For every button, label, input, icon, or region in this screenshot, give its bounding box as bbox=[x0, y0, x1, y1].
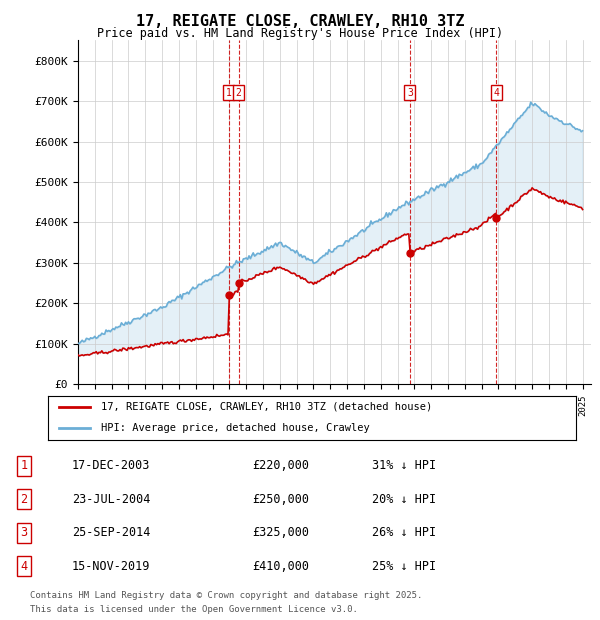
Text: 25% ↓ HPI: 25% ↓ HPI bbox=[372, 560, 436, 573]
Text: 1: 1 bbox=[20, 459, 28, 472]
Text: 17-DEC-2003: 17-DEC-2003 bbox=[72, 459, 151, 472]
Text: 17, REIGATE CLOSE, CRAWLEY, RH10 3TZ (detached house): 17, REIGATE CLOSE, CRAWLEY, RH10 3TZ (de… bbox=[101, 402, 432, 412]
Text: This data is licensed under the Open Government Licence v3.0.: This data is licensed under the Open Gov… bbox=[30, 604, 358, 614]
Text: Contains HM Land Registry data © Crown copyright and database right 2025.: Contains HM Land Registry data © Crown c… bbox=[30, 591, 422, 600]
Text: 15-NOV-2019: 15-NOV-2019 bbox=[72, 560, 151, 573]
Text: 1: 1 bbox=[226, 88, 232, 98]
Text: Price paid vs. HM Land Registry's House Price Index (HPI): Price paid vs. HM Land Registry's House … bbox=[97, 27, 503, 40]
Text: £250,000: £250,000 bbox=[252, 493, 309, 506]
Text: 4: 4 bbox=[20, 560, 28, 573]
Text: 26% ↓ HPI: 26% ↓ HPI bbox=[372, 526, 436, 539]
Text: £410,000: £410,000 bbox=[252, 560, 309, 573]
Text: £325,000: £325,000 bbox=[252, 526, 309, 539]
Text: 17, REIGATE CLOSE, CRAWLEY, RH10 3TZ: 17, REIGATE CLOSE, CRAWLEY, RH10 3TZ bbox=[136, 14, 464, 29]
Text: 4: 4 bbox=[493, 88, 499, 98]
Text: 2: 2 bbox=[236, 88, 242, 98]
Text: £220,000: £220,000 bbox=[252, 459, 309, 472]
Text: 3: 3 bbox=[407, 88, 413, 98]
Text: 3: 3 bbox=[20, 526, 28, 539]
Text: HPI: Average price, detached house, Crawley: HPI: Average price, detached house, Craw… bbox=[101, 423, 370, 433]
Text: 23-JUL-2004: 23-JUL-2004 bbox=[72, 493, 151, 506]
Text: 20% ↓ HPI: 20% ↓ HPI bbox=[372, 493, 436, 506]
Text: 31% ↓ HPI: 31% ↓ HPI bbox=[372, 459, 436, 472]
Text: 25-SEP-2014: 25-SEP-2014 bbox=[72, 526, 151, 539]
Text: 2: 2 bbox=[20, 493, 28, 506]
